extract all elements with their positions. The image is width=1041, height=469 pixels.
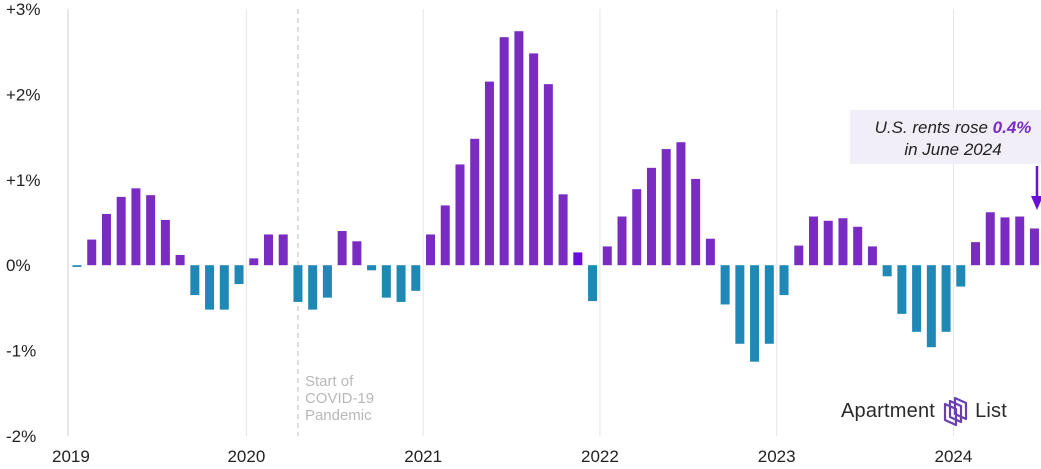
bar-2023-09	[897, 265, 907, 314]
bar-2020-07	[337, 231, 347, 266]
covid-annotation-line: Pandemic	[305, 407, 372, 424]
y-tick-label: -1%	[6, 342, 36, 361]
bar-2022-08	[705, 238, 715, 266]
bar-2021-10	[558, 194, 568, 266]
bar-2022-11	[750, 265, 760, 362]
x-tick-label: 2021	[404, 447, 442, 466]
y-tick-label: -2%	[6, 427, 36, 446]
chart-axes: +3% +2% +1% 0% -1% -2% 2019 2020 2021 2022 2023 202…	[6, 0, 972, 466]
bar-2019-08	[175, 254, 185, 266]
bar-2020-05	[308, 265, 318, 310]
bar-2022-01	[602, 246, 612, 266]
bar-2022-04	[646, 167, 656, 266]
bar-2023-06	[853, 226, 863, 266]
bar-2023-05	[838, 218, 848, 266]
bar-2019-01	[72, 265, 82, 267]
bar-2022-09	[720, 265, 730, 305]
bar-2021-07	[514, 31, 524, 266]
callout-line1-prefix: U.S. rents rose	[874, 118, 993, 137]
bar-2023-03	[809, 216, 818, 266]
y-tick-label: +3%	[6, 0, 41, 19]
bar-2020-02	[263, 234, 273, 266]
bar-2022-02	[617, 216, 627, 266]
brand-name-part2: List	[975, 399, 1008, 422]
covid-annotation-line: COVID-19	[305, 390, 374, 407]
bar-2023-02	[794, 245, 804, 266]
bar-2021-01	[426, 234, 436, 266]
bar-2019-02	[87, 239, 97, 266]
bar-2023-04	[823, 220, 833, 266]
bar-2021-02	[440, 205, 450, 266]
x-tick-label: 2024	[935, 447, 973, 466]
bar-2021-06	[499, 37, 509, 266]
bar-2019-03	[101, 213, 111, 266]
bar-2019-06	[146, 195, 156, 266]
bar-2020-03	[278, 234, 288, 266]
bar-2021-12	[588, 265, 598, 302]
bar-2023-11	[926, 265, 936, 348]
bar-2023-07	[867, 246, 877, 266]
callout-value: 0.4%	[992, 118, 1032, 137]
bar-2021-04	[470, 138, 480, 266]
bar-2019-12	[234, 265, 244, 284]
bar-2021-05	[484, 81, 494, 266]
bar-2020-01	[249, 258, 259, 266]
bar-2022-10	[735, 265, 745, 344]
bar-2021-11	[573, 252, 583, 266]
bar-2022-03	[632, 189, 642, 266]
bar-2020-09	[367, 265, 377, 271]
brand-logo: Apartment List	[841, 396, 1007, 426]
bar-2024-01	[956, 265, 966, 287]
bar-2020-06	[322, 265, 332, 298]
brand-name-part1: Apartment	[841, 399, 936, 422]
y-tick-label: 0%	[6, 256, 31, 275]
bar-2024-05	[1015, 216, 1025, 266]
x-tick-label: 2019	[52, 447, 90, 466]
bar-2022-12	[764, 265, 774, 344]
x-tick-label: 2023	[758, 447, 796, 466]
bar-2024-03	[985, 212, 995, 266]
bar-2020-12	[411, 265, 421, 291]
bar-2019-07	[160, 219, 170, 266]
bar-2022-05	[661, 149, 671, 266]
bar-2020-10	[381, 265, 391, 298]
bar-2020-08	[352, 241, 362, 266]
callout-arrow-icon	[1031, 166, 1041, 210]
covid-annotation-line: Start of	[305, 373, 354, 390]
bar-2023-01	[779, 265, 789, 296]
bar-2024-04	[1000, 217, 1010, 266]
bar-2019-05	[131, 188, 141, 266]
bar-2019-10	[205, 265, 215, 310]
bar-2023-10	[912, 265, 922, 332]
bar-2023-12	[941, 265, 951, 332]
bar-2021-03	[455, 164, 465, 266]
bar-2022-06	[676, 142, 686, 266]
bar-2019-04	[116, 196, 126, 266]
bar-2023-08	[882, 265, 892, 277]
chart-grid	[245, 9, 954, 436]
y-tick-label: +1%	[6, 171, 41, 190]
callout-line2: in June 2024	[904, 140, 1002, 159]
y-tick-label: +2%	[6, 85, 41, 104]
callout-box: U.S. rents rose 0.4% in June 2024	[850, 110, 1041, 164]
x-tick-label: 2022	[581, 447, 619, 466]
bar-2022-07	[691, 178, 701, 266]
bar-2024-06	[1029, 228, 1039, 266]
bar-2021-09	[543, 84, 553, 266]
chart-bars	[72, 31, 1039, 362]
apartment-list-logo-icon	[943, 396, 968, 426]
bar-2020-04	[293, 265, 303, 302]
bar-2021-08	[529, 53, 539, 266]
bar-2020-11	[396, 265, 406, 302]
x-tick-label: 2020	[227, 447, 265, 466]
bar-2019-11	[219, 265, 229, 310]
bar-2024-02	[971, 242, 981, 266]
bar-2019-09	[190, 265, 200, 296]
